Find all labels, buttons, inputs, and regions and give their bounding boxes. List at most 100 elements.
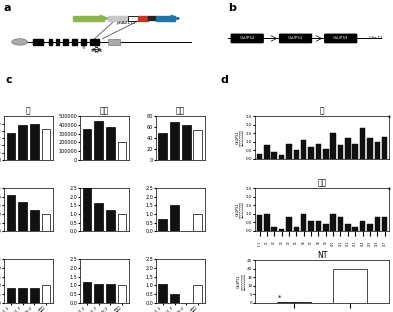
Bar — [152, 16, 156, 20]
Bar — [42, 285, 50, 303]
Bar — [286, 217, 292, 231]
Title: NT: NT — [317, 251, 327, 260]
Bar — [279, 155, 285, 159]
Bar — [345, 139, 351, 159]
Bar — [81, 39, 86, 45]
Bar — [18, 125, 27, 160]
Bar — [257, 216, 262, 231]
Bar — [94, 284, 103, 303]
Bar — [360, 128, 365, 159]
Bar — [375, 142, 380, 159]
Bar — [375, 217, 380, 231]
Text: 0.8 kb: 0.8 kb — [91, 49, 102, 53]
Bar — [158, 284, 167, 303]
Bar — [360, 221, 365, 231]
FancyBboxPatch shape — [279, 34, 312, 43]
Bar — [345, 224, 351, 231]
Bar — [30, 124, 39, 160]
Text: OsUPS2: OsUPS2 — [239, 37, 255, 41]
Text: c: c — [6, 75, 13, 85]
Bar — [331, 214, 336, 231]
Bar — [128, 16, 138, 21]
Bar — [382, 217, 387, 231]
Bar — [286, 144, 292, 159]
Bar — [106, 210, 115, 231]
Bar — [331, 133, 336, 159]
Bar — [170, 205, 179, 231]
Text: OsUPS1: OsUPS1 — [288, 37, 303, 41]
Bar — [182, 124, 191, 160]
Bar — [308, 147, 314, 159]
Y-axis label: OsUPS1
상대적인발현수준: OsUPS1 상대적인발현수준 — [236, 129, 244, 146]
Bar — [42, 129, 50, 160]
Ellipse shape — [12, 39, 28, 45]
Bar — [323, 224, 329, 231]
Bar — [83, 129, 91, 160]
Bar — [18, 288, 27, 303]
Text: a: a — [4, 3, 11, 13]
Bar — [108, 16, 128, 21]
Text: d: d — [220, 75, 228, 85]
Bar — [7, 288, 15, 303]
Bar — [94, 121, 103, 160]
Bar — [316, 144, 321, 159]
Bar — [73, 16, 105, 21]
Bar — [56, 39, 59, 45]
Bar — [264, 214, 270, 231]
Bar — [272, 227, 277, 231]
Title: 잎: 잎 — [26, 107, 31, 116]
Text: *: * — [277, 294, 281, 300]
Y-axis label: OsUPS1
상대적인발현수준: OsUPS1 상대적인발현수준 — [236, 201, 244, 218]
Title: 잎: 잎 — [320, 107, 324, 116]
Bar — [170, 294, 179, 303]
Bar — [193, 214, 202, 231]
Bar — [353, 144, 358, 159]
Bar — [42, 214, 50, 231]
Bar — [118, 142, 126, 160]
Bar — [301, 214, 307, 231]
Bar — [193, 130, 202, 160]
Bar — [294, 150, 299, 159]
Bar — [30, 210, 39, 231]
Title: 이삭: 이삭 — [176, 107, 185, 116]
FancyBboxPatch shape — [325, 34, 357, 43]
Bar — [170, 122, 179, 160]
Bar — [108, 39, 120, 45]
Bar — [338, 145, 343, 159]
Bar — [333, 269, 367, 303]
Text: *: * — [387, 115, 391, 121]
Bar — [18, 202, 27, 231]
Text: OsUPS3: OsUPS3 — [333, 37, 348, 41]
Bar — [316, 221, 321, 231]
Bar — [367, 224, 373, 231]
Y-axis label: OsUPS1
상대적인발현수준: OsUPS1 상대적인발현수준 — [237, 273, 246, 290]
Bar — [308, 221, 314, 231]
Bar — [7, 195, 15, 231]
Bar — [148, 16, 151, 20]
Bar — [7, 133, 15, 160]
Bar — [118, 285, 126, 303]
Bar — [106, 285, 115, 303]
Title: 지엽: 지엽 — [100, 107, 109, 116]
Text: b: b — [228, 3, 236, 13]
Bar — [72, 39, 77, 45]
Bar — [94, 202, 103, 231]
Bar — [301, 140, 307, 159]
Bar — [156, 16, 175, 21]
FancyBboxPatch shape — [231, 34, 263, 43]
Bar — [294, 227, 299, 231]
Bar — [106, 127, 115, 160]
Text: Chr 12: Chr 12 — [369, 37, 383, 41]
Bar — [90, 39, 99, 45]
Bar — [63, 39, 68, 45]
Text: pGAZ172: pGAZ172 — [116, 21, 136, 25]
Bar — [158, 133, 167, 160]
Bar — [338, 217, 343, 231]
Text: *: * — [387, 187, 391, 193]
Bar — [353, 227, 358, 231]
Bar — [382, 137, 387, 159]
Bar — [33, 39, 43, 45]
Bar — [138, 16, 148, 21]
Bar — [49, 39, 52, 45]
Bar — [83, 282, 91, 303]
